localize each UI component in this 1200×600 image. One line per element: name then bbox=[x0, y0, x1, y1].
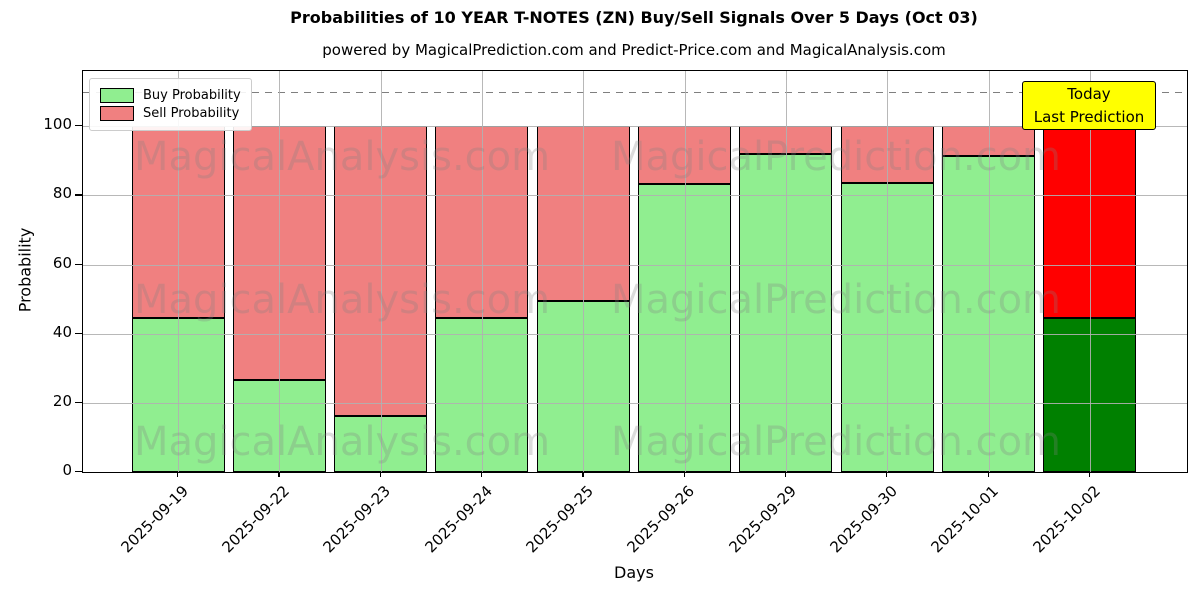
x-tick-label: 2025-09-30 bbox=[826, 482, 902, 557]
legend-label: Buy Probability bbox=[143, 88, 241, 103]
today-annotation: Today Last Prediction bbox=[1022, 81, 1156, 130]
gridline-horizontal bbox=[83, 264, 1187, 266]
x-tick-label: 2025-09-24 bbox=[421, 482, 496, 557]
y-tick-label: 20 bbox=[52, 391, 72, 410]
y-tick-mark bbox=[75, 471, 82, 473]
gridline-vertical bbox=[178, 71, 179, 472]
y-tick-mark bbox=[75, 194, 82, 196]
legend-entry: Sell Probability bbox=[100, 106, 241, 121]
x-tick-mark bbox=[987, 471, 989, 477]
today-annotation-line2: Last Prediction bbox=[1033, 108, 1145, 126]
gridline-horizontal bbox=[83, 402, 1187, 404]
gridline-vertical bbox=[988, 71, 990, 472]
legend-swatch bbox=[100, 88, 134, 103]
legend: Buy Probability Sell Probability bbox=[89, 78, 252, 131]
y-tick-label: 40 bbox=[52, 322, 72, 341]
x-tick-label: 2025-10-02 bbox=[1029, 482, 1104, 557]
x-tick-label: 2025-09-19 bbox=[117, 482, 192, 557]
y-tick-label: 60 bbox=[52, 253, 72, 272]
gridline-vertical bbox=[279, 71, 281, 472]
x-tick-mark bbox=[1088, 471, 1091, 477]
gridline-horizontal bbox=[83, 195, 1187, 197]
chart-subtitle: powered by MagicalPrediction.com and Pre… bbox=[322, 41, 946, 59]
x-tick-mark bbox=[886, 471, 888, 477]
legend-swatch bbox=[100, 106, 134, 121]
plot-area: Buy Probability Sell Probability MagicalA… bbox=[82, 70, 1188, 473]
x-tick-label: 2025-09-26 bbox=[624, 482, 699, 557]
gridline-vertical bbox=[380, 71, 382, 472]
x-tick-label: 2025-09-23 bbox=[320, 482, 395, 557]
y-tick-mark bbox=[75, 263, 82, 265]
x-tick-mark bbox=[582, 471, 584, 477]
x-tick-mark bbox=[683, 471, 685, 477]
x-tick-mark bbox=[278, 471, 280, 477]
y-tick-mark bbox=[75, 332, 82, 334]
y-tick-label: 100 bbox=[43, 115, 72, 134]
x-tick-label: 2025-09-29 bbox=[725, 482, 800, 557]
x-tick-label: 2025-10-01 bbox=[927, 482, 1003, 557]
gridline-vertical bbox=[684, 71, 686, 472]
gridline-vertical bbox=[481, 71, 483, 472]
watermark-text: MagicalPrediction.com bbox=[611, 419, 1061, 465]
y-tick-mark bbox=[75, 401, 82, 404]
x-axis-label: Days bbox=[614, 563, 654, 582]
watermark-text: MagicalAnalysis.com bbox=[134, 419, 551, 465]
watermark-text: MagicalAnalysis.com bbox=[134, 134, 551, 180]
y-tick-label: 80 bbox=[52, 184, 72, 203]
gridline-vertical bbox=[1089, 71, 1091, 472]
x-tick-mark bbox=[784, 471, 787, 477]
gridline-vertical bbox=[583, 71, 585, 472]
gridline-vertical bbox=[785, 71, 787, 472]
legend-label: Sell Probability bbox=[143, 106, 240, 121]
x-tick-mark bbox=[480, 471, 483, 477]
watermark-text: MagicalPrediction.com bbox=[611, 134, 1061, 180]
watermark-text: MagicalAnalysis.com bbox=[134, 277, 551, 323]
x-tick-mark bbox=[177, 471, 179, 477]
gridline-vertical bbox=[887, 71, 889, 472]
x-tick-label: 2025-09-25 bbox=[522, 482, 598, 557]
gridline-horizontal bbox=[83, 333, 1187, 335]
chart-title: Probabilities of 10 YEAR T-NOTES (ZN) Bu… bbox=[290, 8, 978, 27]
y-tick-mark bbox=[75, 125, 82, 127]
x-tick-mark bbox=[379, 471, 381, 477]
gridline-horizontal bbox=[83, 126, 1187, 128]
dashed-threshold-line bbox=[83, 91, 1187, 94]
today-annotation-line1: Today bbox=[1067, 85, 1111, 103]
legend-entry: Buy Probability bbox=[100, 88, 241, 103]
y-tick-label: 0 bbox=[62, 461, 72, 479]
watermark-text: MagicalPrediction.com bbox=[611, 277, 1061, 323]
x-tick-label: 2025-09-22 bbox=[218, 482, 294, 557]
